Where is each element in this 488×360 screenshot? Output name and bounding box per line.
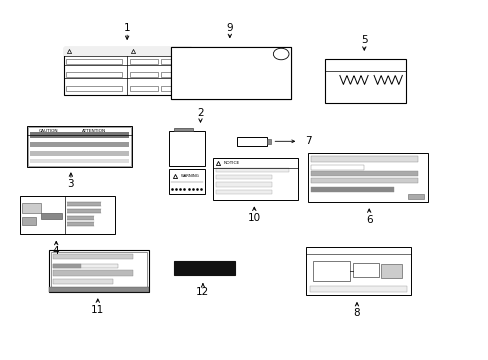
Bar bbox=[172, 48, 292, 100]
Bar bbox=[129, 59, 157, 64]
Text: 1: 1 bbox=[123, 23, 130, 33]
Bar bbox=[173, 261, 234, 275]
Text: 9: 9 bbox=[226, 23, 233, 33]
Bar bbox=[175, 66, 252, 70]
Bar bbox=[171, 47, 290, 99]
Bar bbox=[49, 250, 149, 292]
Bar bbox=[53, 254, 133, 259]
Bar bbox=[129, 72, 157, 77]
Bar bbox=[161, 72, 186, 77]
Bar bbox=[312, 261, 349, 281]
Bar bbox=[310, 156, 418, 162]
Bar bbox=[30, 159, 129, 163]
Bar bbox=[168, 131, 205, 166]
Bar bbox=[266, 139, 271, 144]
Bar bbox=[53, 270, 133, 276]
Bar bbox=[310, 165, 364, 170]
Text: 10: 10 bbox=[247, 213, 260, 223]
Bar bbox=[212, 158, 298, 200]
Bar bbox=[216, 190, 271, 194]
Bar bbox=[129, 86, 157, 91]
Bar bbox=[53, 264, 81, 267]
Text: 12: 12 bbox=[196, 287, 209, 297]
Bar bbox=[307, 153, 427, 202]
Bar bbox=[67, 202, 101, 206]
Bar bbox=[49, 287, 149, 292]
Bar bbox=[161, 86, 186, 91]
Bar bbox=[20, 196, 115, 234]
Bar bbox=[30, 132, 129, 138]
Bar bbox=[30, 142, 129, 147]
Bar bbox=[53, 264, 118, 267]
Bar bbox=[175, 75, 235, 78]
Bar bbox=[407, 194, 423, 199]
Bar bbox=[216, 167, 288, 172]
Bar bbox=[305, 247, 410, 295]
Text: NOTICE: NOTICE bbox=[223, 161, 239, 165]
Text: 4: 4 bbox=[53, 246, 60, 256]
Bar bbox=[51, 252, 147, 290]
Bar bbox=[66, 72, 122, 77]
Bar bbox=[309, 287, 406, 292]
Bar bbox=[66, 59, 122, 64]
Bar bbox=[325, 59, 405, 103]
Bar bbox=[381, 264, 402, 278]
Text: 6: 6 bbox=[365, 215, 372, 225]
Bar bbox=[168, 169, 205, 194]
Bar bbox=[30, 151, 129, 156]
Bar bbox=[22, 203, 41, 213]
Text: 5: 5 bbox=[360, 35, 367, 45]
Text: 2: 2 bbox=[197, 108, 203, 118]
Bar bbox=[175, 57, 270, 61]
Bar bbox=[216, 183, 271, 186]
Bar bbox=[237, 137, 266, 146]
Bar bbox=[22, 217, 36, 225]
Text: WARNING: WARNING bbox=[181, 174, 200, 178]
Bar bbox=[27, 126, 132, 167]
Bar bbox=[67, 222, 94, 226]
Text: ATTENTION: ATTENTION bbox=[82, 129, 106, 132]
Bar bbox=[161, 59, 186, 64]
Bar bbox=[175, 82, 223, 86]
Bar bbox=[63, 47, 190, 95]
Bar bbox=[175, 49, 252, 53]
Text: 8: 8 bbox=[353, 308, 360, 318]
Bar bbox=[63, 47, 190, 55]
Bar bbox=[310, 171, 418, 176]
Text: 11: 11 bbox=[91, 305, 104, 315]
Bar bbox=[28, 127, 130, 166]
Bar bbox=[310, 178, 418, 183]
Bar bbox=[174, 128, 192, 131]
Bar bbox=[66, 86, 122, 91]
Bar bbox=[310, 187, 393, 192]
Bar bbox=[53, 279, 113, 284]
Bar bbox=[67, 210, 101, 213]
Text: 3: 3 bbox=[67, 179, 74, 189]
Text: 7: 7 bbox=[304, 136, 311, 146]
Bar bbox=[67, 216, 94, 220]
Text: CAUTION: CAUTION bbox=[39, 129, 59, 132]
Bar bbox=[216, 175, 271, 179]
Bar bbox=[171, 47, 290, 99]
Bar bbox=[41, 213, 61, 219]
Bar bbox=[352, 263, 378, 277]
